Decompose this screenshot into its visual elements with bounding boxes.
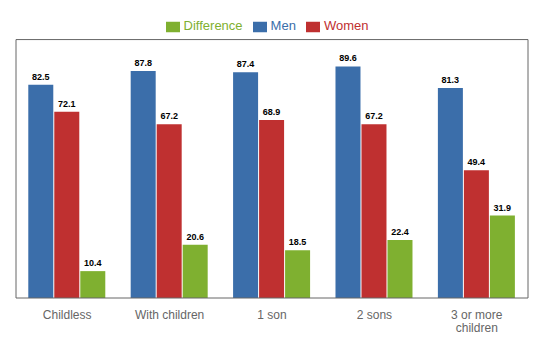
svg-text:81.3: 81.3	[442, 75, 460, 85]
svg-text:67.2: 67.2	[365, 111, 383, 121]
svg-text:Childless: Childless	[43, 308, 92, 322]
svg-text:72.1: 72.1	[58, 99, 76, 109]
svg-text:2 sons: 2 sons	[357, 308, 392, 322]
svg-text:1 son: 1 son	[257, 308, 286, 322]
svg-text:10.4: 10.4	[84, 258, 102, 268]
svg-text:82.5: 82.5	[32, 72, 50, 82]
svg-text:22.4: 22.4	[391, 227, 409, 237]
svg-text:3 or morechildren: 3 or morechildren	[451, 308, 503, 336]
svg-text:49.4: 49.4	[468, 157, 486, 167]
svg-text:89.6: 89.6	[339, 53, 357, 63]
svg-text:87.4: 87.4	[237, 59, 255, 69]
html-text:Women: Women	[323, 18, 369, 33]
svg-text:20.6: 20.6	[186, 232, 204, 242]
svg-text:18.5: 18.5	[289, 237, 307, 247]
svg-text:31.9: 31.9	[494, 203, 512, 213]
svg-text:With children: With children	[135, 308, 204, 322]
html-text:Difference: Difference	[183, 18, 243, 33]
svg-text:87.8: 87.8	[134, 58, 152, 68]
svg-text:67.2: 67.2	[160, 111, 178, 121]
svg-text:68.9: 68.9	[263, 107, 281, 117]
html-text:Men: Men	[270, 18, 296, 33]
